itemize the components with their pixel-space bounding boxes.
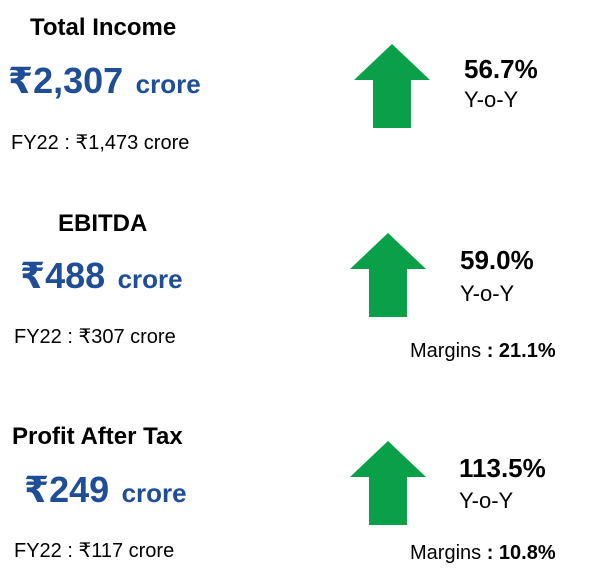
- margin-label: Margins: [410, 340, 482, 362]
- up-arrow-icon: [350, 441, 426, 525]
- previous-year-value: FY22 : ₹117 crore: [14, 540, 175, 562]
- value-unit: crore: [117, 264, 183, 294]
- change-percent: 56.7%: [464, 54, 538, 84]
- margin-value: 21.1%: [498, 340, 556, 362]
- metric-title: Profit After Tax: [12, 423, 183, 450]
- margin-value: 10.8%: [498, 542, 556, 564]
- change-label: Y-o-Y: [459, 488, 514, 513]
- margin-text: Margins : 21.1%: [410, 340, 556, 363]
- currency-symbol: ₹: [20, 255, 46, 296]
- value-unit: crore: [135, 69, 201, 99]
- change-percent: 113.5%: [459, 453, 546, 483]
- change-percent: 59.0%: [460, 245, 534, 275]
- metric-title: EBITDA: [58, 210, 148, 237]
- change-label: Y-o-Y: [464, 87, 519, 112]
- value-unit: crore: [121, 478, 187, 508]
- value-number: 249: [49, 469, 110, 510]
- margin-text: Margins : 10.8%: [410, 542, 556, 565]
- value-number: 488: [45, 255, 106, 296]
- up-arrow-icon: [354, 44, 430, 128]
- metric-title: Total Income: [30, 14, 177, 41]
- metric-value: ₹488 crore: [20, 255, 183, 297]
- value-number: 2,307: [33, 60, 124, 101]
- metric-value: ₹249 crore: [24, 469, 187, 511]
- up-arrow-icon: [350, 233, 426, 317]
- metric-value: ₹2,307 crore: [8, 60, 201, 102]
- margin-separator: :: [481, 542, 499, 564]
- currency-symbol: ₹: [8, 60, 34, 101]
- margin-label: Margins: [410, 542, 482, 564]
- change-label: Y-o-Y: [460, 281, 515, 306]
- previous-year-value: FY22 : ₹307 crore: [14, 326, 176, 348]
- margin-separator: :: [481, 340, 499, 362]
- currency-symbol: ₹: [24, 469, 50, 510]
- previous-year-value: FY22 : ₹1,473 crore: [11, 132, 190, 154]
